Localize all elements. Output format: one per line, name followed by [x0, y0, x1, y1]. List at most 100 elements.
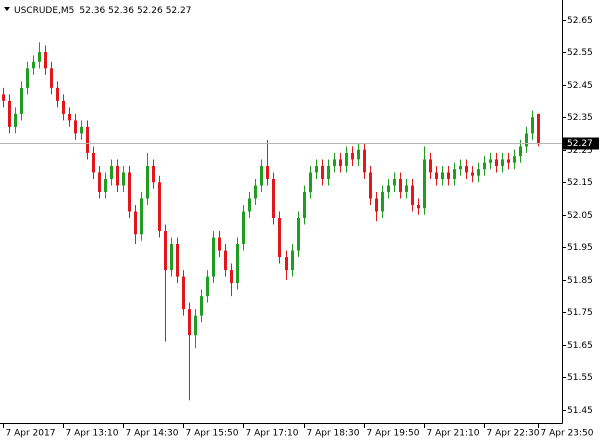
candle-body [309, 172, 312, 192]
candle-body [321, 165, 324, 179]
candle-body [128, 172, 131, 212]
candle-body [134, 211, 137, 235]
candle-body [146, 165, 149, 199]
y-tick-label: 51.55 [567, 373, 593, 383]
candle-body [381, 191, 384, 212]
y-tick-label: 52.35 [567, 113, 593, 123]
candle-body [399, 178, 402, 192]
y-tick-label: 52.25 [567, 146, 593, 156]
candle-body [507, 159, 510, 163]
x-tick-label: 7 Apr 15:50 [186, 429, 239, 439]
candle-body [531, 117, 534, 134]
candle-body [303, 191, 306, 219]
candle-body [62, 100, 65, 114]
candle-body [495, 159, 498, 166]
candle-body [278, 218, 281, 258]
candle-body [248, 198, 251, 212]
y-tick-label: 51.65 [567, 341, 593, 351]
price-label: 52.27 [567, 139, 593, 149]
candle-body [14, 113, 17, 127]
candle-body [489, 159, 492, 163]
candle-body [272, 178, 275, 219]
price-label-box [563, 137, 599, 150]
candle-body [393, 178, 396, 186]
candle-body [158, 182, 161, 232]
candle-body [453, 169, 456, 179]
candle-body [38, 52, 41, 62]
candle-body [291, 250, 294, 271]
candle-body [501, 159, 504, 166]
candle-body [74, 120, 77, 134]
chart-header: USCRUDE,M5 52.36 52.36 52.26 52.27 [14, 6, 191, 16]
candle-body [182, 276, 185, 310]
candle-body [122, 172, 125, 186]
candle-body [44, 52, 47, 69]
x-tick-label: 7 Apr 18:30 [307, 429, 360, 439]
x-tick-label: 7 Apr 17:10 [246, 429, 299, 439]
ohlc-open: 52.36 [79, 6, 105, 16]
y-tick-label: 52.45 [567, 81, 593, 91]
candle-body [471, 172, 474, 176]
candle-body [435, 172, 438, 179]
candle-body [26, 68, 29, 88]
candle-body [333, 159, 336, 166]
x-tick-label: 7 Apr 23:50 [541, 429, 594, 439]
candle-body [86, 126, 89, 153]
candle-body [327, 165, 330, 179]
candle-body [254, 185, 257, 199]
candle-body [339, 159, 342, 166]
y-tick-label: 52.55 [567, 48, 593, 58]
candle-body [98, 172, 101, 192]
ohlc-high: 52.36 [108, 6, 134, 16]
candle-body [423, 159, 426, 209]
candle-body [411, 185, 414, 205]
candle-body [447, 172, 450, 179]
candle-body [8, 100, 11, 127]
candle-body [236, 244, 239, 284]
candle-body [417, 204, 420, 209]
y-tick-label: 51.85 [567, 276, 593, 286]
candle-body [513, 156, 516, 163]
candle-body [206, 276, 209, 297]
candle-body [441, 172, 444, 179]
candle-body [56, 87, 59, 101]
candle-body [152, 165, 155, 183]
ohlc-close: 52.27 [166, 6, 192, 16]
candle-body [2, 94, 5, 101]
y-tick-label: 51.45 [567, 406, 593, 416]
candle-body [345, 152, 348, 166]
candle-body [375, 198, 378, 212]
candle-body [104, 178, 107, 192]
candle-body [477, 169, 480, 176]
candle-body [50, 68, 53, 88]
candle-body [519, 146, 522, 157]
candle-body [465, 165, 468, 173]
candle-body [170, 244, 173, 271]
candle-body [200, 296, 203, 316]
candle-body [429, 159, 432, 173]
candle-body [525, 133, 528, 147]
x-tick-label: 7 Apr 22:30 [487, 429, 540, 439]
menu-triangle[interactable] [4, 7, 10, 11]
candle-body [483, 162, 486, 170]
candle-body [363, 149, 366, 173]
x-tick-label: 7 Apr 2017 [6, 429, 56, 439]
chart-title: USCRUDE,M5 [14, 6, 74, 16]
candle-body [68, 113, 71, 121]
candle-body [357, 149, 360, 160]
candle-body [224, 250, 227, 271]
candle-body [405, 185, 408, 192]
y-tick-label: 51.75 [567, 308, 593, 318]
y-tick-label: 52.65 [567, 16, 593, 26]
candle-body [20, 87, 23, 114]
ohlc-low: 52.26 [137, 6, 163, 16]
candle-body [92, 152, 95, 173]
candle-body [387, 185, 390, 192]
candle-body [194, 315, 197, 336]
candle-body [285, 257, 288, 271]
x-tick-label: 7 Apr 13:10 [66, 429, 119, 439]
candle-body [212, 237, 215, 277]
candle-body [230, 270, 233, 284]
candle-body [315, 165, 318, 173]
